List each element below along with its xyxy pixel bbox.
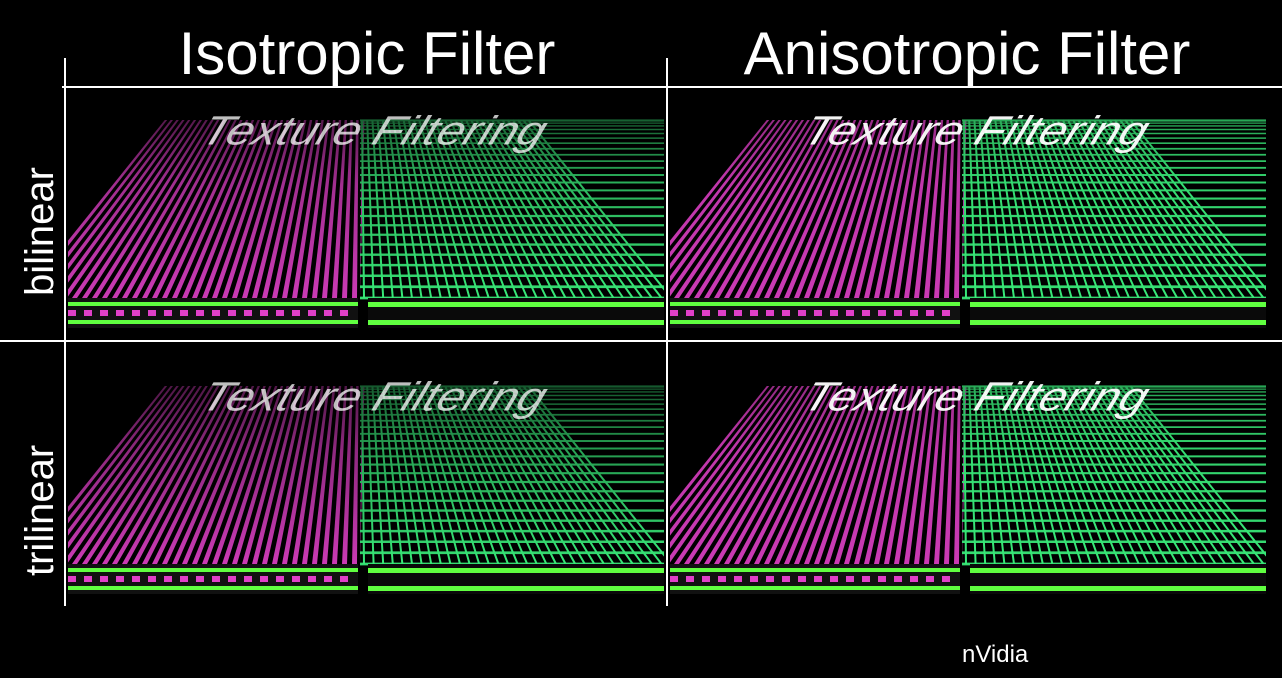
row-label-trilinear: trilinear — [18, 444, 62, 576]
svg-text:Texture Filtering: Texture Filtering — [797, 374, 1156, 419]
grid-line-middle — [0, 340, 1282, 342]
grid-line-top — [62, 86, 1282, 88]
column-title-anisotropic: Anisotropic Filter — [743, 20, 1191, 87]
grid-line-left — [64, 58, 66, 606]
grid-line-center — [666, 58, 668, 606]
render-anisotropic-bilinear: Texture Filtering — [670, 90, 1266, 338]
row-label-bilinear: bilinear — [18, 167, 62, 296]
render-isotropic-bilinear: Texture Filtering — [68, 90, 664, 338]
render-isotropic-trilinear: Texture Filtering — [68, 356, 664, 604]
credit-text: nVidia — [962, 641, 1029, 668]
svg-text:Texture Filtering: Texture Filtering — [195, 108, 554, 153]
render-anisotropic-trilinear: Texture Filtering — [670, 356, 1266, 604]
svg-text:Texture Filtering: Texture Filtering — [195, 374, 554, 419]
svg-text:Texture Filtering: Texture Filtering — [797, 108, 1156, 153]
column-title-isotropic: Isotropic Filter — [178, 20, 556, 87]
